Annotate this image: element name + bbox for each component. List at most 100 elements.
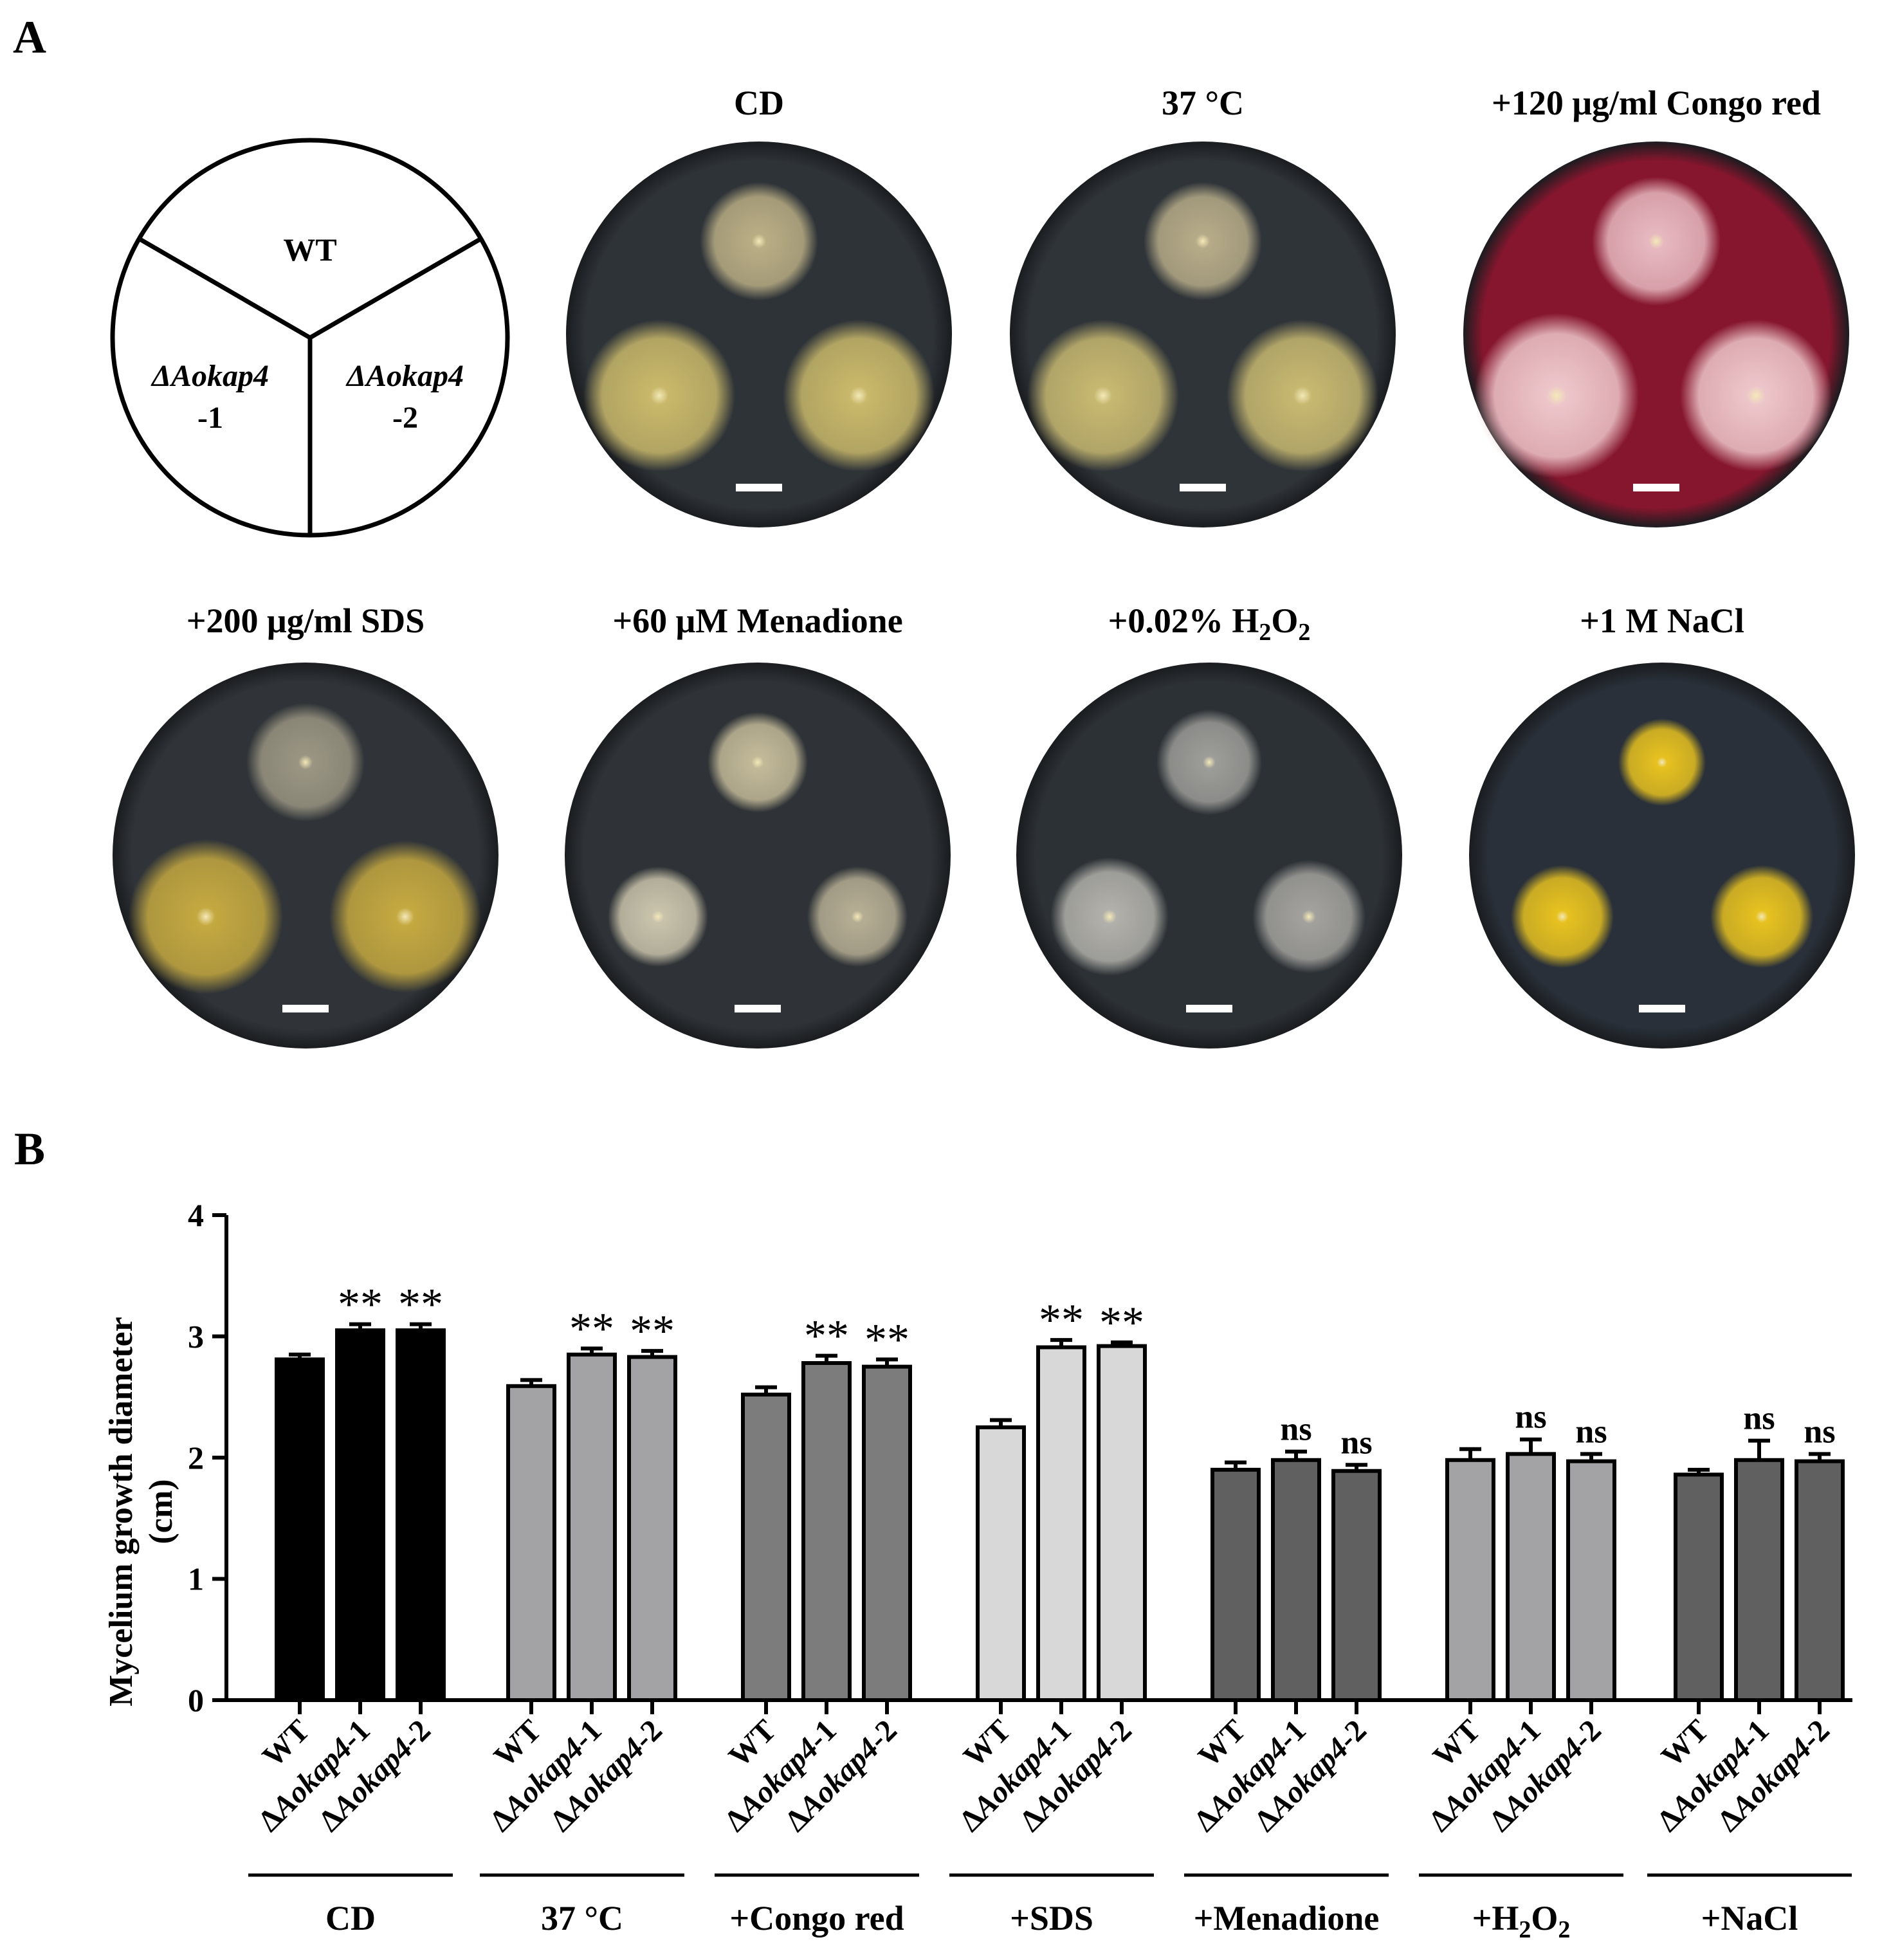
significance-label: ** xyxy=(569,1304,614,1353)
bar xyxy=(396,1328,446,1702)
scale-bar xyxy=(1180,484,1226,491)
y-tick-label: 4 xyxy=(188,1197,204,1233)
plate-1 xyxy=(1010,142,1396,527)
fungal-colony xyxy=(129,839,283,994)
plate-title-h2o2: +0.02% H2O2 xyxy=(1108,601,1311,646)
layout-label-mutant2-suffix: -2 xyxy=(392,401,418,435)
layout-label-mutant1-suffix: -1 xyxy=(197,401,223,435)
bar xyxy=(506,1384,556,1702)
bar xyxy=(1795,1459,1845,1703)
bar xyxy=(741,1392,791,1702)
y-tick-label: 3 xyxy=(188,1319,204,1355)
bar xyxy=(275,1357,325,1702)
fungal-colony xyxy=(1050,857,1169,976)
plate-layout-diagram: WT ΔAokap4 -1 ΔAokap4 -2 xyxy=(110,138,510,538)
scale-bar xyxy=(1633,484,1679,491)
layout-label-mutant2: ΔAokap4 xyxy=(345,359,464,393)
fungal-colony xyxy=(1680,320,1832,472)
plate-0 xyxy=(566,142,952,527)
bar xyxy=(976,1425,1026,1702)
significance-label: ns xyxy=(1575,1413,1607,1450)
scale-bar xyxy=(736,484,782,491)
scale-bar xyxy=(1639,1005,1685,1012)
bar xyxy=(1566,1459,1616,1703)
fungal-colony xyxy=(583,320,735,472)
group-0: WT**ΔAokap4-1**ΔAokap4-2CD xyxy=(248,1280,453,1937)
bar xyxy=(1445,1458,1495,1703)
group-label: +Congo red xyxy=(729,1899,904,1937)
group-label: +NaCl xyxy=(1701,1899,1798,1937)
plate-title-cd: CD xyxy=(734,84,784,122)
group-label: +SDS xyxy=(1010,1899,1093,1937)
layout-label-mutant1: ΔAokap4 xyxy=(151,359,269,393)
significance-label: ns xyxy=(1340,1424,1372,1461)
fungal-colony xyxy=(1511,865,1614,968)
fungal-colony xyxy=(1252,860,1366,973)
bar xyxy=(862,1364,912,1702)
bar xyxy=(1097,1344,1147,1703)
fungal-colony xyxy=(1144,182,1262,300)
fungal-colony xyxy=(1710,865,1813,968)
significance-label: ** xyxy=(1099,1298,1144,1348)
significance-label: ** xyxy=(1039,1296,1084,1345)
y-axis-title-line1: Mycelium growth diameter xyxy=(103,1317,140,1707)
group-2: WT**ΔAokap4-1**ΔAokap4-2+Congo red xyxy=(715,1312,919,1937)
y-tick-label: 2 xyxy=(188,1440,204,1476)
plate-2 xyxy=(1463,142,1849,527)
fungal-colony xyxy=(1027,320,1179,472)
bar xyxy=(1271,1458,1321,1703)
significance-label: ** xyxy=(338,1280,383,1330)
bar xyxy=(1506,1452,1556,1702)
plate-5 xyxy=(1016,663,1402,1049)
plate-title-sds: +200 μg/ml SDS xyxy=(187,601,425,640)
bar-chart: 01234WT**ΔAokap4-1**ΔAokap4-2CDWT**ΔAoka… xyxy=(188,1197,1852,1943)
bar xyxy=(1331,1469,1382,1703)
plate-photos xyxy=(113,142,1855,1049)
bar xyxy=(1674,1472,1724,1702)
fungal-colony xyxy=(1618,719,1706,806)
significance-label: ns xyxy=(1804,1413,1835,1450)
group-label: CD xyxy=(325,1899,376,1937)
fungal-colony xyxy=(1474,313,1639,478)
y-tick-label: 0 xyxy=(188,1682,204,1718)
fungal-colony xyxy=(1592,177,1721,306)
bar xyxy=(1036,1345,1086,1703)
significance-label: ns xyxy=(1743,1400,1775,1437)
panel-b-label: B xyxy=(14,1123,45,1175)
plate-title-nacl: +1 M NaCl xyxy=(1580,601,1744,640)
layout-label-wt: WT xyxy=(283,232,336,268)
y-tick-label: 1 xyxy=(188,1561,204,1597)
fungal-colony xyxy=(708,712,808,812)
significance-label: ** xyxy=(398,1280,443,1330)
plate-3 xyxy=(113,663,498,1049)
group-3: WT**ΔAokap4-1**ΔAokap4-2+SDS xyxy=(949,1296,1154,1937)
significance-label: ** xyxy=(864,1315,909,1364)
scale-bar xyxy=(735,1005,781,1012)
fungal-colony xyxy=(1156,710,1262,815)
fungal-colony xyxy=(1227,320,1378,472)
bar xyxy=(567,1352,617,1702)
plate-title-37c: 37 °C xyxy=(1162,84,1244,122)
significance-label: ns xyxy=(1280,1411,1311,1448)
bar xyxy=(335,1328,385,1702)
y-axis-title: Mycelium growth diameter (cm) xyxy=(103,1317,179,1707)
plate-4 xyxy=(565,663,951,1049)
group-label: +H2O2 xyxy=(1472,1899,1571,1943)
significance-label: ** xyxy=(630,1306,675,1356)
scale-bar xyxy=(1186,1005,1232,1012)
fungal-colony xyxy=(783,320,935,472)
group-label: +Menadione xyxy=(1194,1899,1380,1937)
fungal-colony xyxy=(246,703,365,821)
plate-6 xyxy=(1469,663,1855,1049)
y-axis-title-line2: (cm) xyxy=(143,1479,179,1544)
plate-title-menadione: +60 μM Menadione xyxy=(612,601,902,640)
group-1: WT**ΔAokap4-1**ΔAokap4-237 °C xyxy=(480,1304,684,1937)
significance-label: ns xyxy=(1515,1399,1546,1436)
bar xyxy=(1211,1467,1261,1703)
scale-bar xyxy=(282,1005,329,1012)
significance-label: ** xyxy=(804,1312,849,1361)
